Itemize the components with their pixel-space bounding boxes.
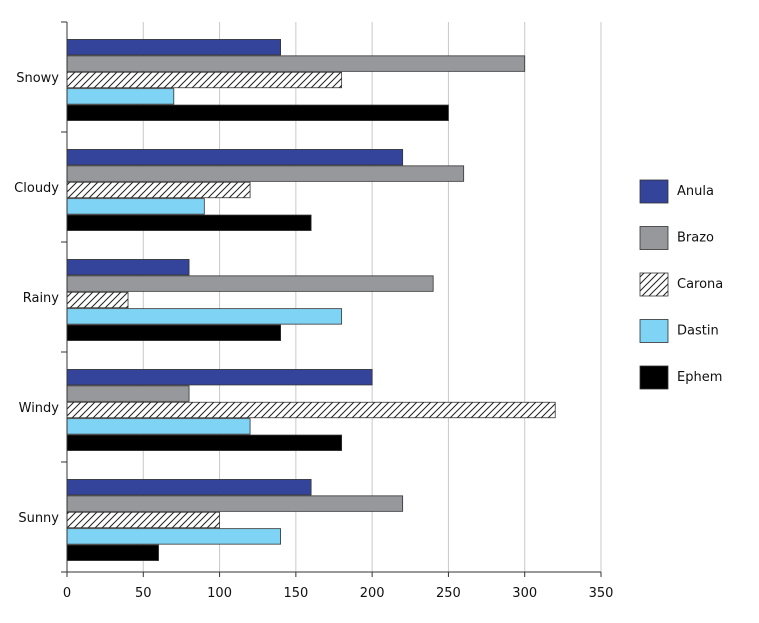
bar-sunny-ephem [66,544,159,561]
bar-rainy-anula [66,259,190,276]
legend-label-anula: Anula [677,184,714,199]
legend-swatch-dastin [639,319,669,343]
category-label: Cloudy [14,181,59,196]
bar-cloudy-dastin [66,198,205,215]
bar-cloudy-brazo [66,165,465,182]
legend-label-dastin: Dastin [677,324,719,339]
bar-snowy-brazo [66,55,526,72]
bar-cloudy-anula [66,149,404,166]
bar-windy-anula [66,369,373,386]
bar-windy-carona [66,401,556,419]
bar-sunny-anula [66,479,312,496]
bar-cloudy-carona [66,181,251,199]
bar-windy-ephem [66,434,343,451]
legend-swatch-brazo [639,226,669,250]
category-label: Snowy [16,71,59,86]
bar-rainy-carona [66,291,129,309]
x-tick-label: 350 [589,586,614,601]
legend-label-ephem: Ephem [677,370,722,385]
x-tick-label: 50 [135,586,152,601]
category-label: Windy [19,401,60,416]
bar-rainy-dastin [66,308,343,325]
bar-sunny-dastin [66,528,282,545]
bar-snowy-ephem [66,104,449,121]
axes-layer: Snowy Cloudy Rainy Windy Sunny 0 50 100 150 200 25… [14,21,614,601]
bar-snowy-dastin [66,88,175,105]
legend-swatch-anula [639,179,669,204]
bar-windy-dastin [66,418,251,435]
bar-sunny-brazo [66,495,404,512]
legend: Anula Brazo Carona Dastin Ephem [639,179,723,390]
x-tick-label: 150 [283,586,308,601]
x-tick-label: 300 [512,586,537,601]
bar-rainy-ephem [66,324,282,341]
bar-snowy-anula [66,39,282,56]
legend-label-brazo: Brazo [677,231,714,246]
legend-swatch-ephem [639,365,669,390]
x-tick-label: 0 [63,586,71,601]
category-label: Rainy [23,291,60,306]
category-label: Sunny [18,511,59,526]
bar-snowy-carona [66,71,343,89]
x-tick-label: 250 [436,586,461,601]
legend-swatch-carona [639,272,669,297]
bar-cloudy-ephem [66,214,312,231]
x-tick-label: 100 [207,586,232,601]
bar-rainy-brazo [66,275,434,292]
bar-windy-brazo [66,385,190,402]
legend-label-carona: Carona [677,277,723,292]
bar-sunny-carona [66,511,220,529]
x-tick-label: 200 [360,586,385,601]
bars-layer [66,39,556,561]
